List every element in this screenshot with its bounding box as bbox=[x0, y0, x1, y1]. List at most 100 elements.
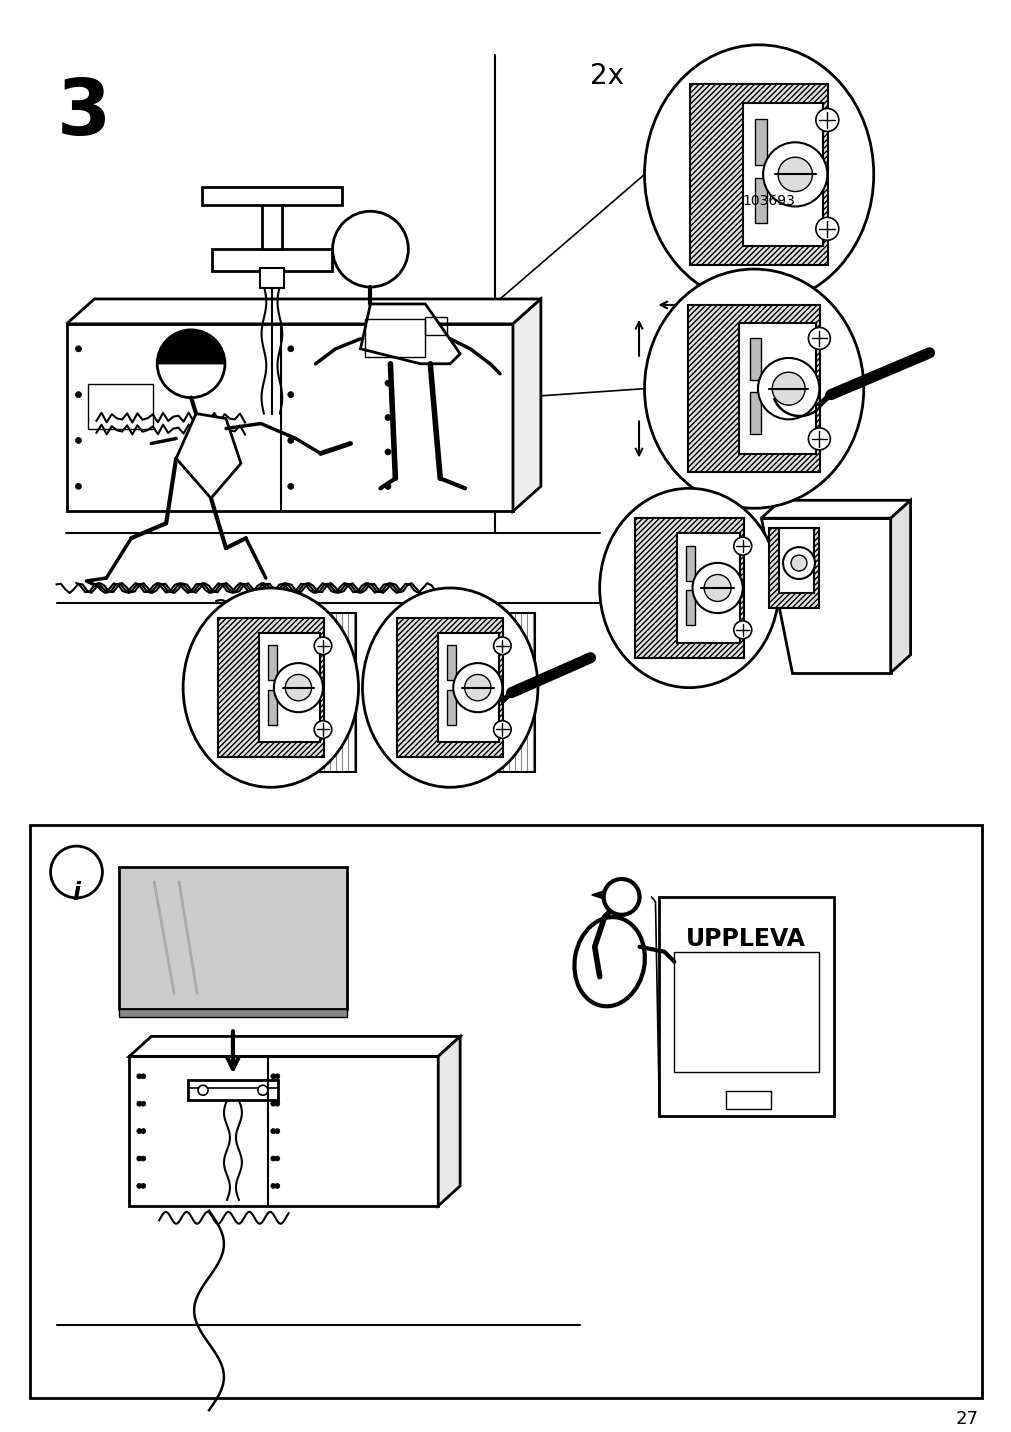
Bar bbox=[425, 316, 447, 335]
Circle shape bbox=[704, 574, 730, 601]
Text: 2x: 2x bbox=[589, 62, 623, 90]
Circle shape bbox=[777, 158, 812, 192]
Circle shape bbox=[141, 1156, 146, 1161]
Circle shape bbox=[287, 392, 293, 398]
Circle shape bbox=[733, 537, 751, 556]
Bar bbox=[268, 690, 276, 725]
Circle shape bbox=[271, 1074, 276, 1078]
Bar bbox=[690, 83, 828, 265]
Text: 3: 3 bbox=[57, 74, 110, 150]
Bar bbox=[88, 384, 153, 428]
Circle shape bbox=[136, 1128, 142, 1134]
Circle shape bbox=[464, 674, 490, 700]
Bar bbox=[365, 319, 425, 357]
Circle shape bbox=[271, 1101, 276, 1106]
Circle shape bbox=[384, 415, 390, 421]
Circle shape bbox=[313, 720, 332, 739]
Wedge shape bbox=[157, 329, 224, 364]
Polygon shape bbox=[591, 891, 604, 899]
Circle shape bbox=[157, 329, 224, 398]
Bar bbox=[768, 528, 818, 609]
Circle shape bbox=[275, 1156, 279, 1161]
Bar bbox=[749, 392, 760, 434]
Polygon shape bbox=[176, 414, 241, 498]
Bar bbox=[726, 1091, 770, 1110]
Circle shape bbox=[275, 1128, 279, 1134]
Circle shape bbox=[692, 563, 742, 613]
Bar bbox=[685, 546, 695, 580]
Circle shape bbox=[757, 358, 819, 420]
Circle shape bbox=[141, 1128, 146, 1134]
Ellipse shape bbox=[644, 269, 863, 508]
Polygon shape bbox=[129, 1037, 460, 1057]
Bar bbox=[676, 533, 739, 643]
Text: UPPLEVA: UPPLEVA bbox=[685, 927, 806, 951]
Bar bbox=[754, 178, 765, 223]
Circle shape bbox=[198, 1085, 208, 1095]
Bar bbox=[738, 322, 815, 454]
Bar bbox=[635, 518, 743, 657]
Text: 144347: 144347 bbox=[853, 636, 906, 650]
Circle shape bbox=[333, 212, 407, 286]
Circle shape bbox=[285, 674, 311, 700]
Bar bbox=[202, 188, 342, 205]
Text: 144346: 144346 bbox=[853, 616, 906, 630]
Circle shape bbox=[275, 1183, 279, 1189]
Circle shape bbox=[76, 484, 81, 490]
Circle shape bbox=[771, 372, 805, 405]
Text: 103693: 103693 bbox=[741, 193, 794, 208]
Circle shape bbox=[287, 345, 293, 352]
Text: 144345: 144345 bbox=[853, 596, 906, 610]
Circle shape bbox=[815, 109, 838, 132]
Bar bbox=[742, 103, 823, 246]
Circle shape bbox=[604, 879, 639, 915]
Circle shape bbox=[384, 345, 390, 352]
Circle shape bbox=[136, 1156, 142, 1161]
Bar bbox=[119, 1008, 346, 1017]
Circle shape bbox=[287, 484, 293, 490]
Circle shape bbox=[76, 392, 81, 398]
Circle shape bbox=[51, 846, 102, 898]
Bar bbox=[268, 646, 276, 680]
Bar bbox=[685, 590, 695, 626]
Circle shape bbox=[783, 547, 814, 579]
Circle shape bbox=[76, 345, 81, 352]
Bar bbox=[673, 952, 818, 1073]
Polygon shape bbox=[438, 1037, 460, 1206]
Ellipse shape bbox=[362, 589, 538, 788]
Circle shape bbox=[274, 663, 323, 712]
Circle shape bbox=[493, 720, 511, 739]
Bar bbox=[119, 866, 346, 1008]
Bar bbox=[258, 633, 319, 742]
Circle shape bbox=[808, 428, 829, 450]
Ellipse shape bbox=[574, 916, 644, 1007]
Bar bbox=[778, 528, 813, 593]
Circle shape bbox=[762, 142, 827, 206]
Bar bbox=[438, 633, 498, 742]
Ellipse shape bbox=[600, 488, 778, 687]
Circle shape bbox=[136, 1074, 142, 1078]
Circle shape bbox=[136, 1183, 142, 1189]
Bar bbox=[260, 268, 283, 288]
Circle shape bbox=[493, 637, 511, 654]
Circle shape bbox=[141, 1183, 146, 1189]
Circle shape bbox=[733, 621, 751, 639]
Bar bbox=[212, 249, 332, 271]
Text: 144343: 144343 bbox=[853, 556, 906, 570]
Circle shape bbox=[287, 438, 293, 444]
Polygon shape bbox=[67, 299, 540, 324]
Circle shape bbox=[384, 450, 390, 455]
Circle shape bbox=[271, 1156, 276, 1161]
Ellipse shape bbox=[644, 44, 872, 304]
Circle shape bbox=[76, 438, 81, 444]
Text: Click!: Click! bbox=[683, 490, 749, 510]
Circle shape bbox=[141, 1074, 146, 1078]
Bar bbox=[396, 617, 502, 758]
Bar bbox=[188, 1080, 277, 1100]
Circle shape bbox=[275, 1101, 279, 1106]
Circle shape bbox=[384, 484, 390, 490]
Circle shape bbox=[791, 556, 806, 571]
Circle shape bbox=[271, 1183, 276, 1189]
Circle shape bbox=[258, 1085, 268, 1095]
Bar bbox=[262, 189, 282, 249]
